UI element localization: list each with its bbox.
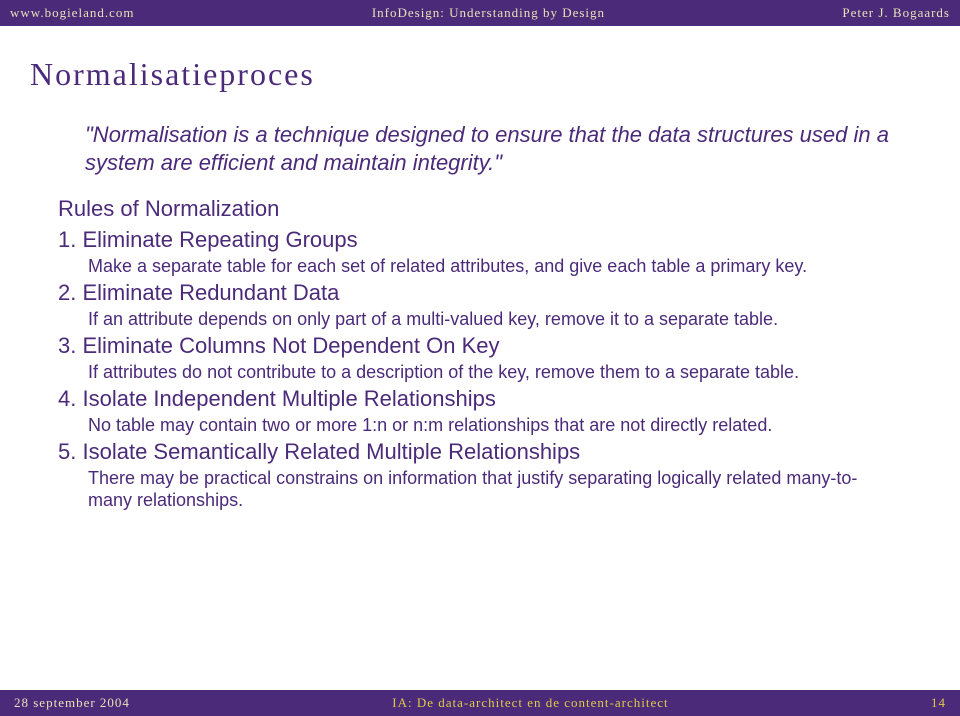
rule-title: 4. Isolate Independent Multiple Relation… (58, 385, 910, 414)
rule-title: 3. Eliminate Columns Not Dependent On Ke… (58, 332, 910, 361)
rule-item: 1. Eliminate Repeating Groups Make a sep… (58, 226, 910, 277)
footer-bar: 28 september 2004 IA: De data-architect … (0, 690, 960, 716)
rule-desc: There may be practical constrains on inf… (88, 467, 900, 512)
rule-desc: If an attribute depends on only part of … (88, 308, 900, 331)
slide-content: Normalisatieproces "Normalisation is a t… (0, 26, 960, 512)
header-bar: www.bogieland.com InfoDesign: Understand… (0, 0, 960, 26)
rule-item: 3. Eliminate Columns Not Dependent On Ke… (58, 332, 910, 383)
rule-item: 5. Isolate Semantically Related Multiple… (58, 438, 910, 512)
footer-page-number: 14 (931, 695, 946, 711)
rule-title: 2. Eliminate Redundant Data (58, 279, 910, 308)
rule-item: 2. Eliminate Redundant Data If an attrib… (58, 279, 910, 330)
header-url: www.bogieland.com (10, 5, 134, 21)
rule-item: 4. Isolate Independent Multiple Relation… (58, 385, 910, 436)
slide-title: Normalisatieproces (30, 56, 930, 93)
rules-heading: Rules of Normalization (58, 196, 930, 222)
footer-title: IA: De data-architect en de content-arch… (130, 695, 931, 711)
rule-title: 5. Isolate Semantically Related Multiple… (58, 438, 910, 467)
rule-desc: Make a separate table for each set of re… (88, 255, 900, 278)
header-title: InfoDesign: Understanding by Design (134, 5, 842, 21)
rule-desc: If attributes do not contribute to a des… (88, 361, 900, 384)
rule-desc: No table may contain two or more 1:n or … (88, 414, 900, 437)
header-author: Peter J. Bogaards (842, 5, 950, 21)
rule-title: 1. Eliminate Repeating Groups (58, 226, 910, 255)
slide-quote: "Normalisation is a technique designed t… (85, 121, 900, 176)
footer-date: 28 september 2004 (14, 695, 130, 711)
